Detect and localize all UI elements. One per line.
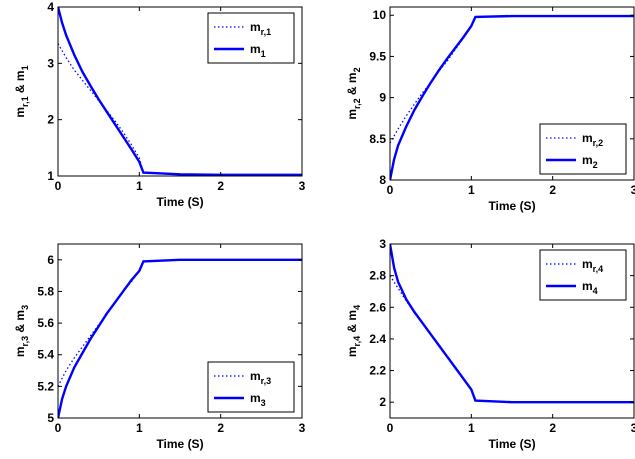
y-tick-label: 2.6 <box>369 300 386 314</box>
y-tick-label: 3 <box>379 237 386 251</box>
x-tick-label: 0 <box>55 421 62 435</box>
y-axis-label: mr,2 & m2 <box>345 67 362 119</box>
subplot-2: 0 1 2 3 8 8.5 9 9.5 10 Time (S) mr,2 & m2 mr,2 m2 <box>345 6 635 213</box>
series-line-actual <box>58 258 302 418</box>
x-axis-label: Time (S) <box>488 199 535 213</box>
y-tick-label: 2.4 <box>369 332 386 346</box>
y-tick-label: 5 <box>47 411 54 425</box>
x-tick-label: 0 <box>387 183 394 197</box>
y-axis-label: mr,3 & m3 <box>13 305 30 357</box>
legend: mr,3 m3 <box>207 361 295 413</box>
legend-box <box>207 361 295 413</box>
legend-entry: m2 <box>582 153 598 170</box>
y-tick-label: 2 <box>379 395 386 409</box>
axes-box <box>389 6 635 181</box>
x-tick-label: 2 <box>217 179 224 193</box>
x-tick-label: 2 <box>217 421 224 435</box>
y-tick-label: 3 <box>47 56 54 70</box>
series-line-actual <box>390 244 634 404</box>
x-axis-label: Time (S) <box>488 437 535 451</box>
y-tick-label: 5.4 <box>37 348 54 362</box>
legend-entry: m1 <box>250 42 266 59</box>
y-axis-label: mr,4 & m4 <box>345 305 362 357</box>
x-tick-label: 1 <box>136 421 143 435</box>
x-tick-label: 2 <box>549 183 556 197</box>
legend-entry: mr,1 <box>250 20 271 37</box>
x-tick-label: 3 <box>299 179 306 193</box>
y-tick-label: 5.6 <box>37 316 54 330</box>
y-tick-label: 6 <box>47 253 54 267</box>
axes-box <box>389 243 635 419</box>
y-tick-label: 5.2 <box>37 379 54 393</box>
x-axis-label: Time (S) <box>156 195 203 209</box>
y-tick-label: 2 <box>47 113 54 127</box>
y-tick-label: 5.8 <box>37 284 54 298</box>
legend-entry: m3 <box>250 391 266 408</box>
y-tick-label: 9 <box>379 91 386 105</box>
y-tick-label: 2.8 <box>369 269 386 283</box>
y-axis-label: mr,1 & m1 <box>13 65 30 117</box>
y-tick-label: 4 <box>47 0 54 14</box>
x-tick-label: 1 <box>136 179 143 193</box>
axes-box <box>57 243 303 419</box>
legend-entry: mr,3 <box>250 369 271 386</box>
y-tick-label: 1 <box>47 169 54 183</box>
legend-box <box>539 249 627 301</box>
y-tick-label: 10 <box>373 8 387 22</box>
legend: mr,2 m2 <box>539 123 627 175</box>
x-tick-label: 3 <box>299 421 306 435</box>
x-tick-label: 0 <box>55 179 62 193</box>
legend: mr,4 m4 <box>539 249 627 301</box>
x-axis-label: Time (S) <box>156 437 203 451</box>
axes-box <box>57 6 303 177</box>
legend-box <box>207 12 295 64</box>
x-tick-label: 2 <box>549 421 556 435</box>
y-tick-label: 9.5 <box>369 49 386 63</box>
x-tick-label: 0 <box>387 421 394 435</box>
legend-entry: mr,4 <box>582 257 603 274</box>
series-line-actual <box>58 7 302 176</box>
x-tick-label: 3 <box>631 421 635 435</box>
x-tick-label: 1 <box>468 183 475 197</box>
x-tick-label: 3 <box>631 183 635 197</box>
y-tick-label: 8.5 <box>369 132 386 146</box>
legend-entry: mr,2 <box>582 131 603 148</box>
y-tick-label: 2.2 <box>369 364 386 378</box>
legend: mr,1 m1 <box>207 12 295 64</box>
series-line-actual <box>390 14 634 180</box>
legend-box <box>539 123 627 175</box>
y-tick-label: 8 <box>379 173 386 187</box>
legend-entry: m4 <box>582 279 598 296</box>
x-tick-label: 1 <box>468 421 475 435</box>
